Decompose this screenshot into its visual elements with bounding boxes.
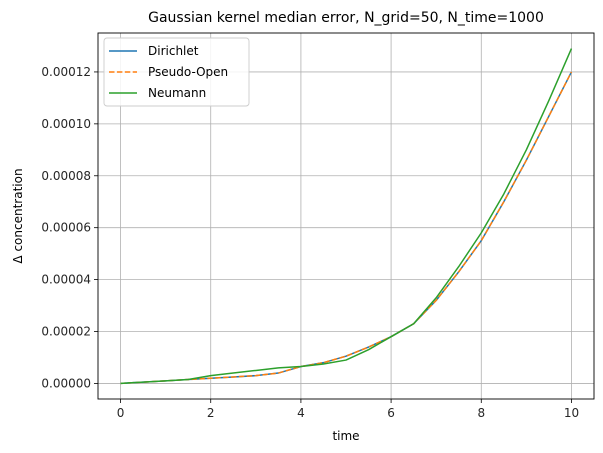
y-tick-label: 0.00006 [41, 221, 91, 235]
y-axis-label: Δ concentration [11, 168, 25, 263]
legend-label-dirichlet: Dirichlet [148, 44, 199, 58]
legend-label-neumann: Neumann [148, 86, 206, 100]
series-lines [120, 48, 573, 385]
y-tick-label: 0.00010 [41, 117, 91, 131]
plot-frame [97, 32, 595, 400]
series-line-neumann [120, 48, 573, 385]
y-axis: 0.00000 0.00002 0.00004 0.00006 0.00008 0.000… [41, 65, 98, 390]
legend-box [103, 37, 250, 107]
series-line-pseudo-open [120, 71, 573, 385]
y-tick-label: 0.00012 [41, 65, 91, 79]
legend: Dirichlet Pseudo-Open Neumann [103, 37, 250, 107]
grid [98, 33, 594, 399]
chart-title: Gaussian kernel median error, N_grid=50,… [148, 10, 544, 26]
x-axis: 0 2 4 6 8 10 [117, 399, 579, 420]
x-tick-label: 4 [297, 406, 305, 420]
legend-label-pseudo-open: Pseudo-Open [148, 65, 228, 79]
y-tick-label: 0.00004 [41, 273, 91, 287]
x-axis-label: time [332, 429, 359, 443]
x-tick-label: 2 [207, 406, 215, 420]
y-tick-label: 0.00008 [41, 169, 91, 183]
x-tick-label: 0 [117, 406, 125, 420]
x-tick-label: 8 [477, 406, 485, 420]
y-tick-label: 0.00000 [41, 376, 91, 390]
y-tick-label: 0.00002 [41, 325, 91, 339]
x-tick-label: 6 [387, 406, 395, 420]
x-tick-label: 10 [564, 406, 579, 420]
